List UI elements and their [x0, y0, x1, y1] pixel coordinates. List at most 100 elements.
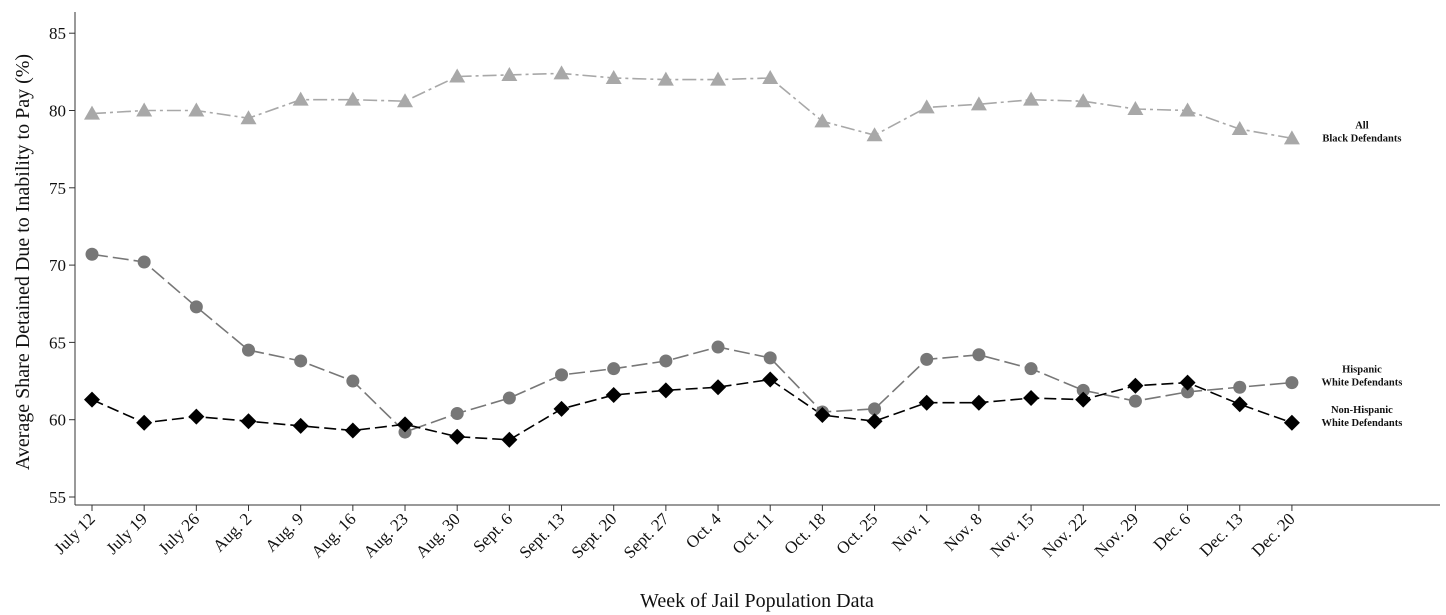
- data-point-nonhispanic: [344, 422, 361, 439]
- data-point-nonhispanic: [710, 379, 727, 396]
- data-point-black: [970, 96, 987, 111]
- x-tick-label: Nov. 8: [940, 509, 985, 554]
- x-tick-label: Dec. 20: [1248, 509, 1299, 560]
- series-label-hispanic: Hispanic White Defendants: [1322, 365, 1403, 389]
- data-point-nonhispanic: [397, 416, 414, 433]
- data-point-black: [918, 99, 935, 114]
- data-point-hispanic: [1285, 376, 1299, 390]
- data-point-hispanic: [659, 354, 673, 368]
- y-tick-label: 80: [49, 102, 66, 121]
- x-tick-label: July 26: [155, 509, 204, 558]
- data-point-black: [188, 102, 205, 117]
- y-axis-title: Average Share Detained Due to Inability …: [12, 54, 34, 470]
- data-point-hispanic: [450, 407, 464, 421]
- data-point-hispanic: [920, 352, 934, 366]
- series-label-nonhispanic: Non-Hispanic White Defendants: [1322, 405, 1403, 429]
- data-point-nonhispanic: [1283, 414, 1300, 431]
- x-tick-label: Dec. 6: [1150, 509, 1195, 554]
- data-point-hispanic: [242, 343, 256, 357]
- x-tick-label: Nov. 22: [1039, 509, 1090, 560]
- data-point-hispanic: [346, 374, 360, 388]
- series-markers: [84, 65, 1300, 448]
- data-point-nonhispanic: [762, 371, 779, 388]
- data-point-black: [1179, 102, 1196, 117]
- x-tick-label: Aug. 23: [360, 509, 412, 561]
- series-line-black: [91, 72, 1293, 140]
- data-point-nonhispanic: [605, 386, 622, 403]
- data-point-nonhispanic: [553, 400, 570, 417]
- data-point-black: [605, 70, 622, 85]
- data-point-black: [866, 127, 883, 142]
- x-tick-label: Aug. 2: [209, 509, 255, 555]
- x-tick-label: Aug. 16: [308, 509, 360, 561]
- data-point-black: [136, 102, 153, 117]
- x-tick-label: Aug. 9: [261, 509, 307, 555]
- data-point-black: [814, 113, 831, 128]
- data-point-hispanic: [137, 255, 151, 269]
- data-point-hispanic: [85, 247, 99, 261]
- x-tick-label: July 19: [102, 509, 151, 558]
- data-point-hispanic: [1076, 383, 1090, 397]
- data-point-black: [1023, 91, 1040, 106]
- data-point-hispanic: [555, 368, 569, 382]
- data-point-black: [1283, 130, 1300, 145]
- data-point-hispanic: [294, 354, 308, 368]
- y-tick-label: 55: [49, 488, 66, 507]
- x-tick-label: Nov. 29: [1091, 509, 1142, 560]
- y-tick-label: 60: [49, 411, 66, 430]
- data-point-nonhispanic: [292, 417, 309, 434]
- data-point-black: [84, 105, 100, 120]
- series-labels: All Black Defendants Hispanic White Defenda…: [1322, 120, 1403, 428]
- data-point-black: [344, 91, 361, 106]
- data-point-hispanic: [1128, 394, 1142, 408]
- y-tick-label: 85: [49, 24, 66, 43]
- data-point-nonhispanic: [449, 428, 466, 445]
- data-point-nonhispanic: [657, 382, 674, 399]
- data-point-nonhispanic: [240, 413, 257, 430]
- y-tick-label: 70: [49, 256, 66, 275]
- x-tick-label: Oct. 11: [729, 509, 777, 557]
- x-tick-label: July 12: [50, 509, 99, 558]
- data-point-nonhispanic: [1231, 396, 1248, 413]
- data-point-black: [397, 93, 414, 108]
- data-point-black: [762, 70, 779, 85]
- series-label-black: All Black Defendants: [1322, 120, 1401, 144]
- y-tick-label: 75: [49, 179, 66, 198]
- data-point-nonhispanic: [814, 407, 831, 424]
- data-point-nonhispanic: [1179, 374, 1196, 391]
- data-point-black: [710, 71, 727, 86]
- data-point-hispanic: [502, 391, 516, 405]
- data-point-black: [1127, 100, 1144, 115]
- data-point-nonhispanic: [1023, 390, 1040, 407]
- data-point-black: [240, 110, 257, 125]
- axes: [74, 12, 1440, 506]
- x-axis-title: Week of Jail Population Data: [640, 590, 874, 612]
- data-point-nonhispanic: [84, 391, 100, 408]
- data-point-nonhispanic: [188, 408, 205, 425]
- data-point-hispanic: [868, 402, 882, 416]
- data-point-nonhispanic: [918, 394, 935, 411]
- data-point-black: [501, 66, 518, 81]
- data-point-nonhispanic: [866, 413, 883, 430]
- data-point-black: [1231, 121, 1248, 136]
- x-tick-label: Oct. 4: [682, 509, 725, 552]
- data-point-hispanic: [711, 340, 725, 354]
- series-line-hispanic: [91, 253, 1292, 434]
- x-ticks: July 12 July 19 July 26 Aug. 2 Aug. 9 Aug. 16…: [50, 505, 1299, 562]
- data-point-black: [1075, 93, 1092, 108]
- x-tick-label: Sept. 6: [469, 509, 516, 556]
- data-point-hispanic: [189, 300, 203, 314]
- data-point-hispanic: [1233, 380, 1247, 394]
- x-tick-label: Nov. 1: [888, 509, 933, 554]
- data-point-hispanic: [1024, 362, 1038, 376]
- data-point-hispanic: [972, 348, 986, 362]
- x-tick-label: Sept. 13: [516, 509, 569, 562]
- data-point-nonhispanic: [970, 394, 987, 411]
- data-point-hispanic: [607, 362, 621, 376]
- series-lines: [91, 72, 1293, 441]
- series-line-nonhispanic: [91, 378, 1293, 441]
- data-point-nonhispanic: [501, 431, 518, 448]
- x-tick-label: Oct. 18: [780, 509, 829, 558]
